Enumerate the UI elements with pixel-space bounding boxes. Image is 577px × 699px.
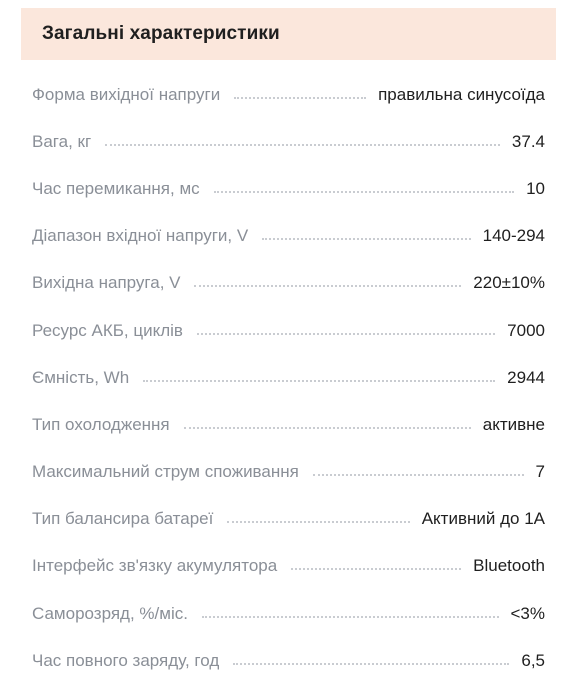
section-header: Загальні характеристики: [21, 8, 556, 60]
spec-label: Діапазон вхідної напруги, V: [32, 226, 249, 246]
spec-label: Інтерфейс зв'язку акумулятора: [32, 556, 278, 576]
spec-label: Максимальний струм споживання: [32, 462, 299, 482]
spec-value: 6,5: [521, 650, 545, 670]
spec-value: 7: [535, 462, 545, 482]
spec-value: 140-294: [482, 226, 545, 246]
spec-row: Тип охолодження активне: [32, 401, 545, 448]
section-title: Загальні характеристики: [42, 23, 280, 44]
spec-row: Ємність, Wh 2944: [32, 354, 545, 401]
spec-value: 10: [526, 178, 545, 198]
spec-row: Форма вихідної напруги правильна синусої…: [32, 71, 545, 118]
spec-row: Саморозряд, %/міс. <3%: [32, 590, 545, 637]
dotted-leader: [234, 96, 367, 99]
spec-label: Час перемикання, мс: [32, 178, 200, 198]
dotted-leader: [143, 379, 496, 382]
spec-row: Інтерфейс зв'язку акумулятора Bluetooth: [32, 543, 545, 590]
spec-value: активне: [482, 414, 545, 434]
spec-row: Діапазон вхідної напруги, V 140-294: [32, 213, 545, 260]
dotted-leader: [262, 238, 471, 241]
dotted-leader: [233, 662, 510, 665]
spec-label: Вихідна напруга, V: [32, 273, 181, 293]
dotted-leader: [183, 426, 471, 429]
spec-value: Активний до 1А: [421, 509, 545, 529]
dotted-leader: [201, 615, 499, 618]
spec-value: <3%: [510, 603, 546, 623]
spec-label: Тип балансира батареї: [32, 509, 214, 529]
dotted-leader: [105, 143, 500, 146]
spec-row: Ресурс АКБ, циклів 7000: [32, 307, 545, 354]
spec-row: Максимальний струм споживання 7: [32, 449, 545, 496]
spec-label: Саморозряд, %/міс.: [32, 603, 188, 623]
spec-row: Тип балансира батареї Активний до 1А: [32, 496, 545, 543]
dotted-leader: [227, 521, 410, 524]
spec-list: Форма вихідної напруги правильна синусої…: [32, 71, 545, 684]
spec-value: 7000: [507, 320, 545, 340]
spec-value: правильна синусоїда: [378, 84, 545, 104]
spec-value: 37.4: [511, 131, 545, 151]
spec-value: 220±10%: [473, 273, 545, 293]
spec-label: Час повного заряду, год: [32, 650, 220, 670]
spec-row: Вага, кг 37.4: [32, 118, 545, 165]
dotted-leader: [194, 285, 462, 288]
spec-value: 2944: [507, 367, 545, 387]
dotted-leader: [291, 568, 462, 571]
spec-label: Вага, кг: [32, 131, 92, 151]
spec-row: Час повного заряду, год 6,5: [32, 637, 545, 684]
spec-row: Вихідна напруга, V 220±10%: [32, 260, 545, 307]
spec-label: Ресурс АКБ, циклів: [32, 320, 183, 340]
spec-value: Bluetooth: [473, 556, 545, 576]
spec-label: Форма вихідної напруги: [32, 84, 221, 104]
dotted-leader: [213, 190, 515, 193]
spec-label: Тип охолодження: [32, 414, 170, 434]
spec-row: Час перемикання, мс 10: [32, 165, 545, 212]
dotted-leader: [312, 474, 524, 477]
dotted-leader: [196, 332, 496, 335]
spec-label: Ємність, Wh: [32, 367, 130, 387]
